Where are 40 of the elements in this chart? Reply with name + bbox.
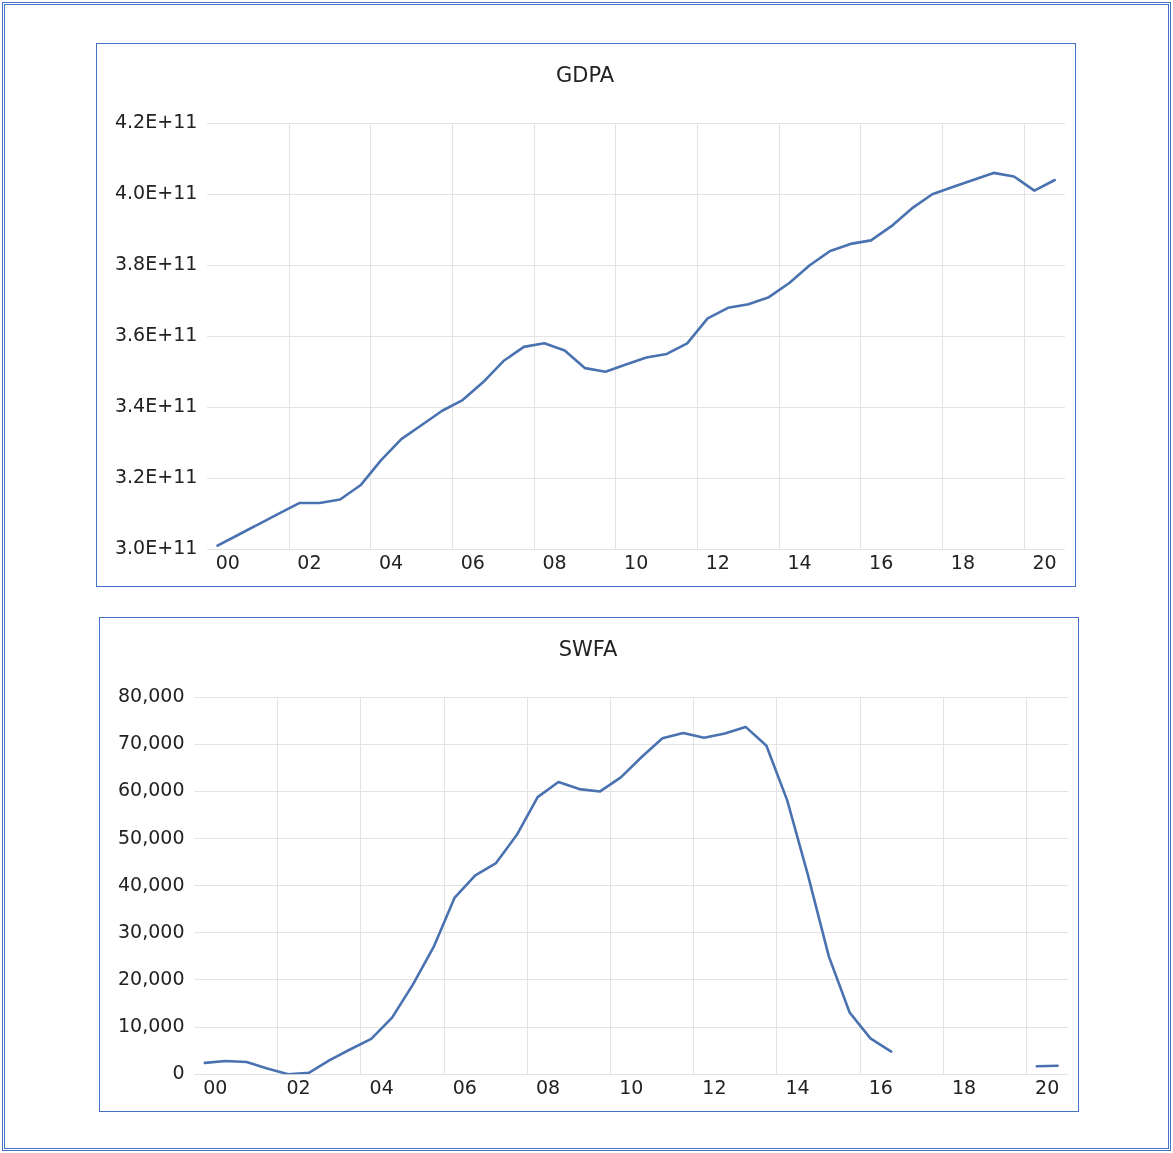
x-tick-label: 16 [868, 1075, 893, 1098]
y-tick-label: 50,000 [118, 825, 185, 848]
y-tick-label: 4.2E+11 [114, 110, 198, 133]
y-tick-label: 3.6E+11 [114, 323, 198, 346]
x-tick-label: 04 [379, 550, 404, 573]
y-tick-label: 0 [172, 1061, 185, 1084]
x-tick-label: 12 [702, 1075, 727, 1098]
y-tick-label: 3.8E+11 [114, 252, 198, 275]
x-tick-label: 12 [705, 550, 730, 573]
chart-title: SWFA [558, 637, 618, 662]
y-tick-label: 80,000 [118, 684, 185, 707]
x-tick-label: 08 [535, 1075, 561, 1098]
x-tick-label: 20 [1032, 550, 1057, 573]
y-tick-label: 10,000 [118, 1014, 185, 1037]
x-tick-label: 16 [869, 550, 894, 573]
chart-title: GDPA [555, 63, 615, 88]
y-tick-label: 30,000 [118, 919, 185, 942]
y-tick-label: 70,000 [118, 731, 185, 754]
x-tick-label: 00 [215, 550, 240, 573]
y-tick-label: 20,000 [118, 966, 185, 989]
y-tick-label: 3.2E+11 [114, 465, 198, 488]
x-tick-label: 18 [951, 1075, 977, 1098]
x-tick-label: 02 [297, 550, 322, 573]
x-tick-label: 10 [624, 550, 649, 573]
x-tick-label: 14 [785, 1075, 810, 1098]
x-tick-label: 04 [369, 1075, 394, 1098]
y-tick-label: 3.4E+11 [114, 394, 198, 417]
x-tick-label: 14 [787, 550, 812, 573]
y-tick-label: 3.0E+11 [114, 536, 198, 559]
x-tick-label: 00 [203, 1075, 228, 1098]
x-tick-label: 08 [542, 550, 567, 573]
y-tick-label: 60,000 [118, 778, 185, 801]
x-tick-label: 10 [619, 1075, 644, 1098]
x-tick-label: 20 [1035, 1075, 1060, 1098]
y-tick-label: 40,000 [118, 872, 185, 895]
x-tick-label: 06 [460, 550, 485, 573]
y-tick-label: 4.0E+11 [114, 181, 198, 204]
x-tick-label: 06 [452, 1075, 477, 1098]
x-tick-label: 18 [950, 550, 975, 573]
x-tick-label: 02 [286, 1075, 311, 1098]
